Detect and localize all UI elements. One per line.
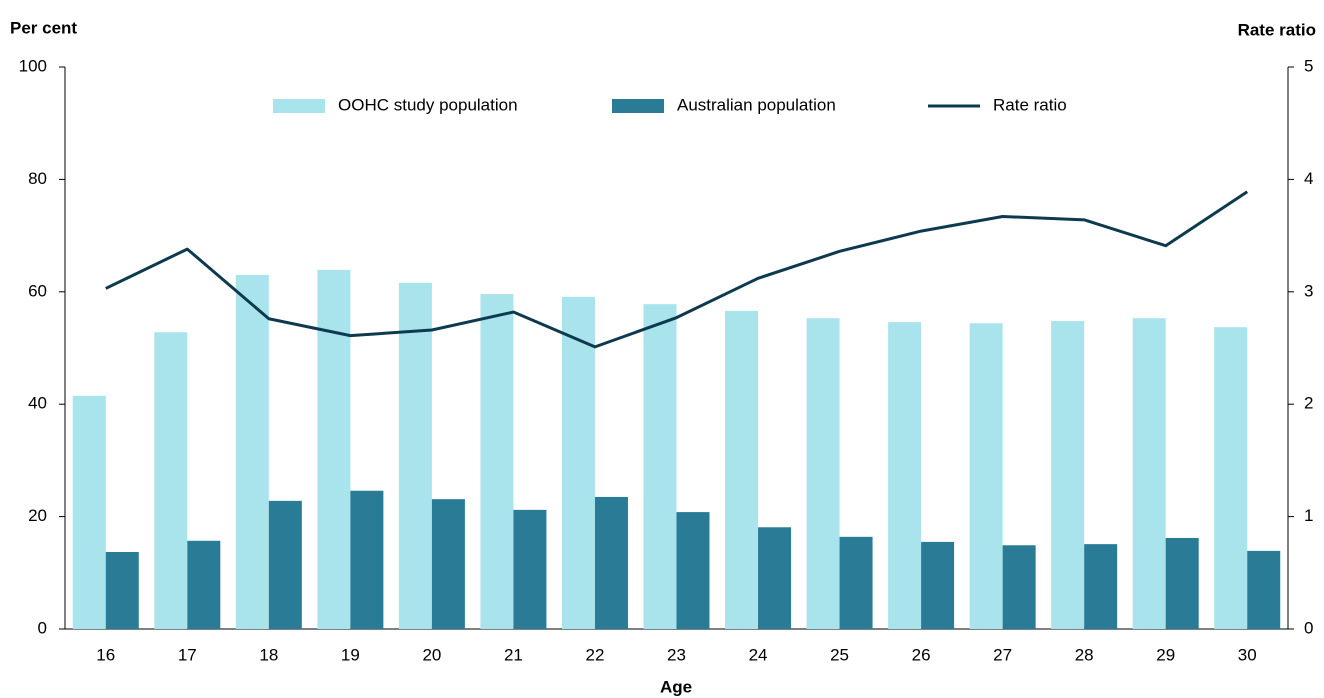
x-tick-label: 24: [749, 645, 768, 664]
x-tick-label: 27: [993, 645, 1012, 664]
bar: [1247, 550, 1281, 629]
legend-label: OOHC study population: [338, 95, 518, 114]
bar: [806, 318, 840, 629]
x-tick-label: 19: [341, 645, 360, 664]
legend-label: Rate ratio: [993, 95, 1067, 114]
y-tick-label: 80: [28, 169, 47, 188]
y2-tick-label: 4: [1304, 169, 1313, 188]
bar: [676, 512, 710, 629]
bar: [480, 294, 514, 629]
legend-swatch: [612, 99, 664, 113]
x-tick-label: 22: [586, 645, 605, 664]
bar: [268, 500, 302, 629]
y-tick-label: 100: [19, 56, 47, 75]
bar: [1214, 327, 1248, 629]
bar: [888, 322, 922, 629]
y2-tick-label: 2: [1304, 394, 1313, 413]
bar: [350, 490, 384, 629]
bar: [561, 296, 595, 629]
bar: [839, 536, 873, 629]
y-tick-label: 60: [28, 281, 47, 300]
bar: [921, 541, 955, 629]
bar: [187, 540, 221, 629]
bar: [1051, 321, 1085, 629]
x-tick-label: 23: [667, 645, 686, 664]
y2-tick-label: 1: [1304, 506, 1313, 525]
y-tick-label: 0: [38, 618, 47, 637]
x-tick-label: 30: [1238, 645, 1257, 664]
y2-tick-label: 3: [1304, 281, 1313, 300]
y-tick-label: 40: [28, 394, 47, 413]
bar: [105, 552, 139, 629]
bar: [431, 499, 465, 629]
x-tick-label: 17: [178, 645, 197, 664]
bar: [643, 304, 677, 629]
x-tick-label: 28: [1075, 645, 1094, 664]
bar: [1132, 318, 1166, 629]
bar: [758, 527, 792, 629]
bar: [1084, 544, 1118, 629]
bar: [72, 395, 106, 629]
y2-axis-title: Rate ratio: [1238, 20, 1316, 39]
y-axis-title: Per cent: [10, 18, 77, 37]
bar: [398, 282, 432, 629]
x-axis-title: Age: [660, 677, 692, 696]
bar: [235, 274, 269, 629]
legend-swatch: [273, 99, 325, 113]
x-tick-label: 26: [912, 645, 931, 664]
x-tick-label: 29: [1156, 645, 1175, 664]
x-tick-label: 25: [830, 645, 849, 664]
y-tick-label: 20: [28, 506, 47, 525]
bar: [594, 496, 628, 629]
bar: [154, 332, 188, 629]
bar: [969, 323, 1003, 629]
bar: [1165, 537, 1199, 629]
bar: [317, 269, 351, 629]
x-tick-label: 20: [422, 645, 441, 664]
bar: [513, 509, 547, 629]
x-tick-label: 18: [259, 645, 278, 664]
bar: [725, 310, 759, 629]
x-tick-label: 16: [96, 645, 115, 664]
line: [105, 190, 1249, 349]
bar: [1002, 545, 1036, 629]
y2-tick-label: 5: [1304, 56, 1313, 75]
x-tick-label: 21: [504, 645, 523, 664]
legend-label: Australian population: [677, 95, 836, 114]
y2-tick-label: 0: [1304, 618, 1313, 637]
